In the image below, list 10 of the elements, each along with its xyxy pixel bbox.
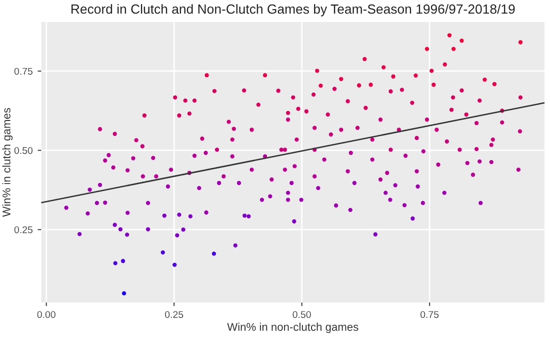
y-tick-label: 0.50: [14, 147, 33, 154]
y-tick-label: 0.25: [14, 226, 33, 234]
x-axis-title: Win% in non-clutch games: [227, 322, 358, 334]
chart-title: Record in Clutch and Non-Clutch Games by Team-Season 1996/97-2018/19: [71, 4, 515, 16]
y-tick-label: 0.75: [14, 68, 33, 75]
x-tick-label: 0.00: [37, 311, 56, 318]
x-tick-label: 0.50: [292, 311, 311, 318]
x-tick-label: 0.75: [420, 311, 439, 318]
y-axis-title: Win% in clutch games: [2, 108, 13, 217]
x-tick-label: 0.25: [165, 311, 184, 318]
